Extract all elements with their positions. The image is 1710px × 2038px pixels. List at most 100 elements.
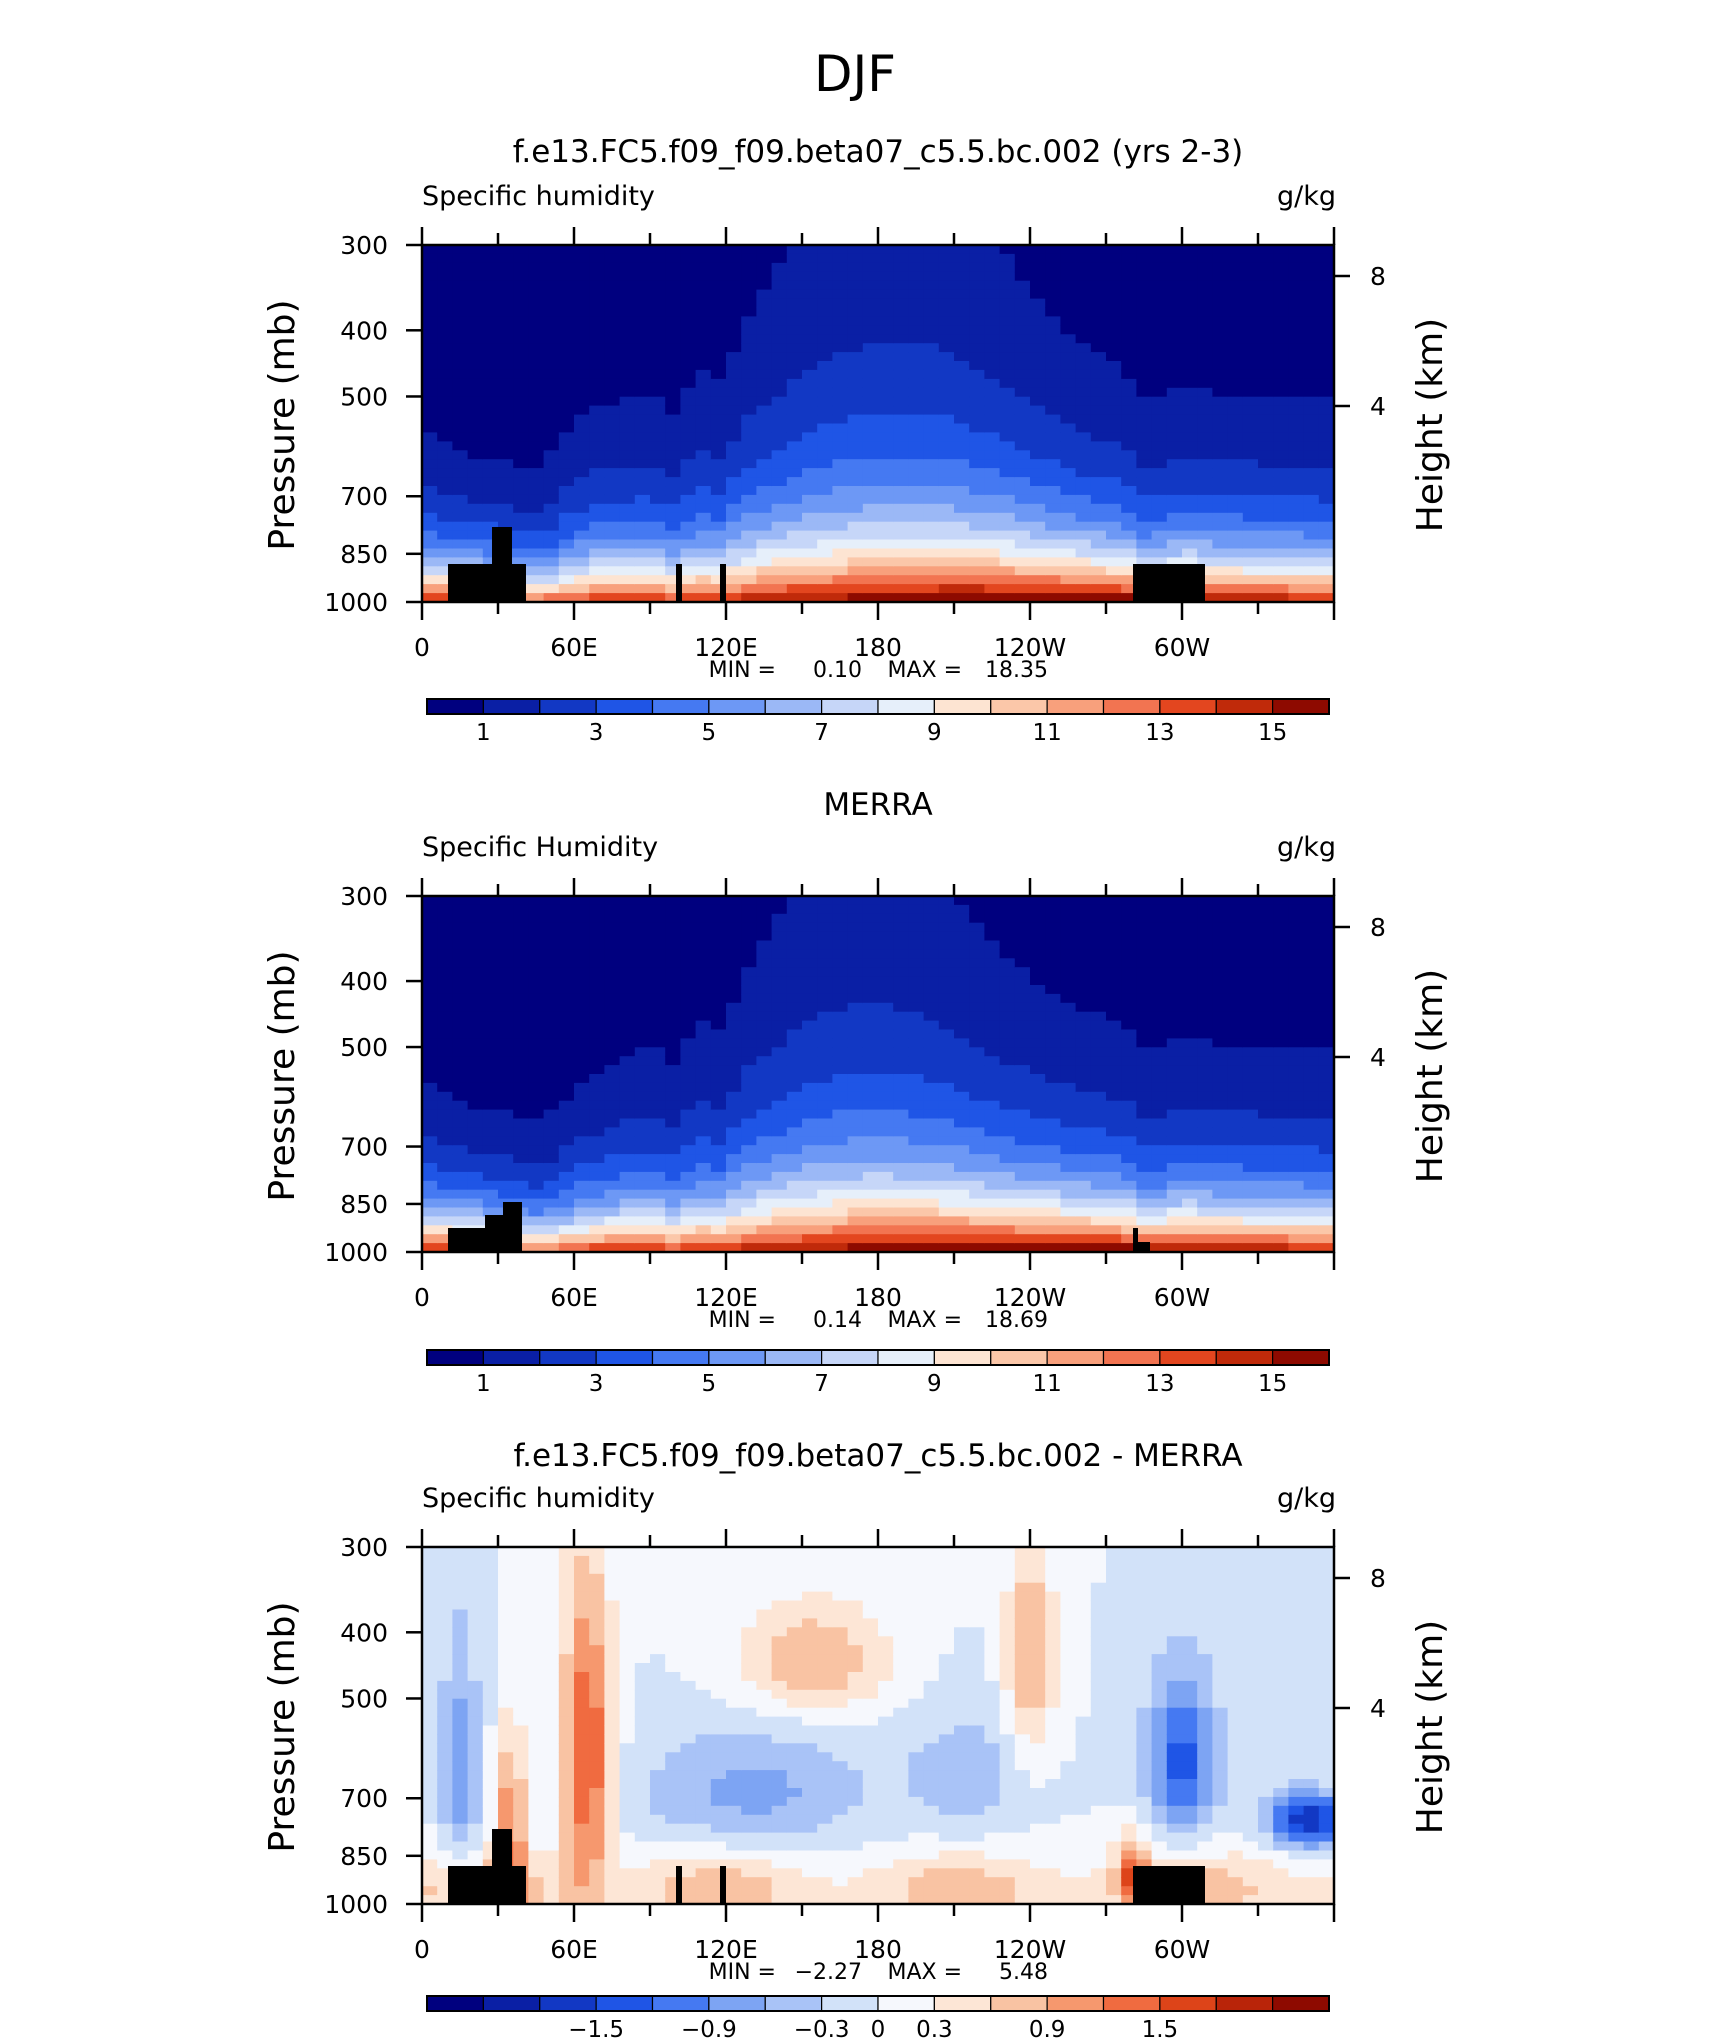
contour-cell: [498, 494, 514, 505]
contour-cell: [938, 343, 955, 353]
contour-cell: [999, 1020, 1016, 1031]
contour-cell: [1303, 1234, 1320, 1244]
contour-cell: [862, 459, 879, 469]
contour-cell: [969, 503, 985, 514]
contour-cell: [756, 1136, 773, 1146]
contour-cell: [1258, 1189, 1274, 1200]
contour-cell: [634, 1118, 651, 1128]
contour-cell: [665, 387, 681, 398]
contour-cell: [1303, 1180, 1320, 1191]
contour-cell: [1136, 904, 1153, 915]
contour-cell: [726, 1109, 742, 1120]
contour-cell: [634, 468, 651, 478]
contour-cell: [710, 985, 727, 995]
contour-cell: [1136, 521, 1153, 532]
contour-cell: [710, 521, 727, 532]
contour-cell: [1106, 1047, 1122, 1057]
contour-cell: [726, 1011, 742, 1022]
contour-cell: [847, 557, 864, 567]
contour-cell: [665, 931, 681, 942]
contour-cell: [437, 1234, 453, 1244]
contour-cell: [1151, 512, 1168, 523]
contour-cell: [1242, 521, 1259, 532]
contour-cell: [908, 361, 925, 371]
contour-cell: [634, 1225, 651, 1235]
contour-cell: [634, 1243, 651, 1253]
contour-cell: [589, 949, 605, 959]
contour-cell: [1045, 289, 1061, 300]
contour-cell: [665, 486, 681, 496]
contour-cell: [771, 441, 788, 451]
contour-cell: [726, 325, 742, 335]
contour-cell: [543, 1198, 560, 1209]
contour-cell: [878, 1109, 894, 1120]
contour-cell: [558, 271, 575, 282]
x-tick-label: 60W: [1154, 1283, 1211, 1312]
contour-cell: [1288, 1091, 1305, 1102]
contour-cell: [1151, 1002, 1168, 1013]
contour-cell: [1045, 940, 1061, 950]
contour-cell: [984, 1011, 1001, 1022]
contour-cell: [1136, 280, 1153, 291]
contour-cell: [574, 922, 590, 933]
contour-cell: [726, 1154, 742, 1164]
colorbar-swatch: [990, 1349, 1048, 1366]
contour-cell: [1212, 468, 1229, 478]
contour-cell: [589, 931, 605, 942]
contour-cell: [513, 940, 529, 950]
contour-cell: [1182, 1180, 1198, 1191]
contour-cell: [1258, 503, 1274, 514]
contour-cell: [1166, 896, 1183, 906]
contour-cell: [1090, 1189, 1107, 1200]
contour-cell: [452, 1154, 469, 1164]
contour-cell: [862, 271, 879, 282]
contour-cell: [1182, 450, 1198, 460]
contour-cell: [1182, 1056, 1198, 1066]
contour-cell: [482, 486, 499, 496]
contour-cell: [710, 958, 727, 968]
contour-cell: [878, 432, 894, 442]
contour-cell: [543, 343, 560, 353]
contour-cell: [498, 1127, 514, 1137]
contour-cell: [1273, 1020, 1289, 1031]
contour-cell: [862, 441, 879, 451]
contour-cell: [1136, 423, 1153, 433]
contour-cell: [604, 468, 621, 478]
contour-cell: [847, 1118, 864, 1128]
contour-cell: [1242, 1047, 1259, 1057]
contour-cell: [862, 423, 879, 433]
contour-cell: [604, 512, 621, 523]
contour-cell: [1136, 334, 1153, 344]
contour-cell: [741, 1065, 757, 1075]
contour-cell: [1227, 1216, 1244, 1226]
contour-cell: [680, 1198, 697, 1209]
contour-cell: [1090, 325, 1107, 335]
contour-cell: [1121, 940, 1137, 950]
contour-cell: [558, 958, 575, 968]
contour-cell: [498, 405, 514, 416]
contour-cell: [467, 931, 484, 942]
contour-cell: [1045, 1047, 1061, 1057]
contour-cell: [422, 352, 438, 362]
contour-cell: [817, 1171, 833, 1182]
contour-cell: [1151, 1171, 1168, 1182]
contour-cell: [847, 1171, 864, 1182]
contour-cell: [467, 378, 484, 389]
contour-cell: [1014, 369, 1031, 380]
contour-cell: [741, 976, 757, 986]
contour-cell: [1197, 557, 1213, 567]
contour-cell: [802, 512, 818, 523]
contour-cell: [1258, 361, 1274, 371]
contour-cell: [558, 1082, 575, 1093]
contour-cell: [452, 949, 469, 959]
contour-cell: [771, 361, 788, 371]
contour-cell: [802, 896, 818, 906]
contour-cell: [1030, 896, 1046, 906]
contour-cell: [513, 1082, 529, 1093]
contour-cell: [1303, 1127, 1320, 1137]
contour-cell: [1121, 593, 1137, 603]
contour-cell: [817, 967, 833, 977]
contour-cell: [969, 307, 985, 317]
contour-cell: [756, 1065, 773, 1075]
contour-cell: [832, 993, 849, 1004]
